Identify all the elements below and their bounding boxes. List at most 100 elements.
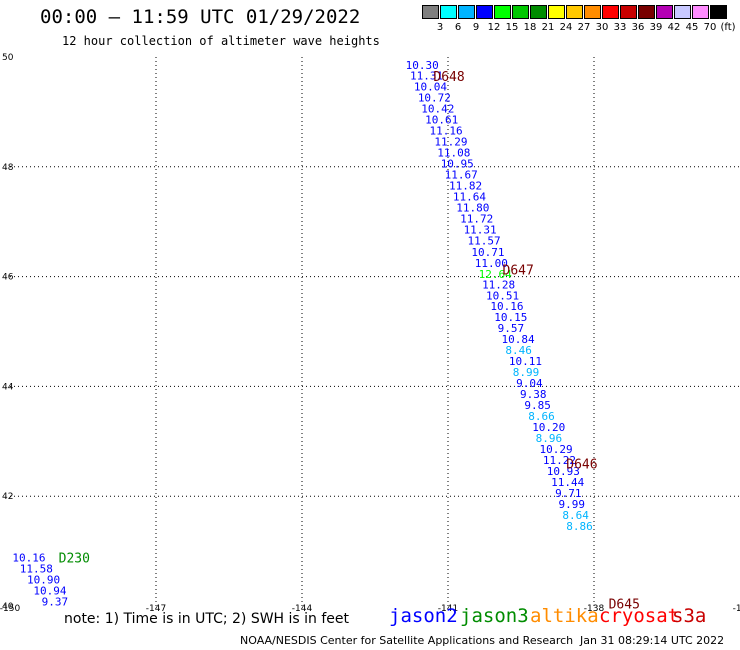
colorbar-label: 9 [472,22,480,33]
wave-height-value: 10.20 [532,421,565,434]
colorbar-label: 27 [577,22,591,33]
colorbar-swatch [710,5,727,19]
satellite-legend-jason3: jason3 [460,605,529,627]
wave-height-value: 9.85 [524,399,551,412]
colorbar-label: 24 [559,22,573,33]
colorbar-label: 36 [631,22,645,33]
wave-height-value: 10.42 [421,103,454,116]
wave-height-value: 12.64 [479,268,512,281]
pass-label: D645 [609,597,640,612]
colorbar-swatch [620,5,637,19]
colorbar-swatch [440,5,457,19]
lon-tick-label: -13 [733,604,740,614]
wave-height-value: 9.57 [498,322,525,335]
lon-tick-label: -144 [292,604,313,614]
lat-tick-label: 50 [2,53,14,63]
lon-tick-label: -141 [438,604,458,614]
wave-height-value: 11.08 [437,147,470,160]
colorbar-swatch [512,5,529,19]
wave-height-value: 10.95 [441,158,474,171]
wave-height-value: 10.30 [406,59,439,72]
footer-credit: NOAA/NESDIS Center for Satellite Applica… [240,634,574,647]
satellite-legend-altika: altika [530,605,599,627]
colorbar-swatch [422,5,439,19]
wave-height-value: 11.16 [430,125,463,138]
lat-tick-label: 40 [2,602,14,612]
wave-height-value: 10.29 [539,443,572,456]
wave-height-observations: 10.3011.3110.0410.7210.4210.6111.1611.29… [12,59,592,608]
wave-height-value: 9.37 [42,596,68,609]
wave-height-value: 11.00 [475,257,508,270]
pass-labels: D648 D647 D646 D645 D230 [59,70,640,612]
colorbar-label: 3 [436,22,444,33]
lon-tick-label: -138 [584,604,605,614]
wave-height-value: 11.22 [543,454,576,467]
lon-tick-label: -147 [146,604,166,614]
colorbar-label: 33 [613,22,627,33]
colorbar-swatch [530,5,547,19]
wave-height-value: 11.58 [20,563,53,576]
wave-height-value: 10.84 [502,333,535,346]
colorbar-swatch [674,5,691,19]
colorbar-swatch [458,5,475,19]
pass-label: D647 [503,263,534,278]
wave-height-value: 10.16 [490,300,523,313]
colorbar-label: 42 [667,22,681,33]
colorbar-label: 30 [595,22,609,33]
wave-height-value: 8.46 [505,344,531,357]
footer-timestamp: Jan 31 08:29:14 UTC 2022 [580,634,725,647]
satellite-legend-cryosat: cryosat [599,605,680,627]
colorbar-label: 18 [523,22,537,33]
footer-note: note: 1) Time is in UTC; 2) SWH is in fe… [64,611,350,627]
colorbar-swatch [494,5,511,19]
colorbar-swatch [584,5,601,19]
wave-height-value: 10.90 [27,574,60,587]
wave-height-value: 11.67 [445,168,478,181]
colorbar-swatch [476,5,493,19]
wave-height-value: 10.51 [486,289,519,302]
wave-height-value: 11.64 [453,190,486,203]
pass-label: D646 [566,457,597,472]
pass-label: D648 [433,70,464,85]
wave-height-value: 10.72 [418,92,451,105]
colorbar-swatch [656,5,673,19]
colorbar-label: (ft) [720,22,736,33]
wave-height-value: 11.57 [467,234,500,247]
wave-height-value: 11.29 [434,136,467,149]
wave-height-value: 9.71 [555,487,582,500]
map-subtitle: 12 hour collection of altimeter wave hei… [62,34,380,48]
map-tick-labels: -150 -147 -144 -141 -138 -13 50 48 46 44 42 40 [0,53,740,614]
satellite-legend-jason2: jason2 [389,605,458,627]
wave-height-value: 11.44 [551,476,584,489]
colorbar-swatch [566,5,583,19]
wave-height-value: 8.66 [528,410,555,423]
wave-height-value: 10.61 [425,114,458,127]
wave-height-value: 9.99 [558,498,585,511]
wave-height-value: 10.04 [414,81,447,94]
colorbar-swatch [548,5,565,19]
wave-height-value: 8.64 [562,509,589,522]
wave-height-value: 10.93 [547,465,580,478]
wave-height-value: 11.28 [482,278,515,291]
wave-height-value: 10.94 [33,585,66,598]
colorbar-swatch [638,5,655,19]
colorbar-swatch [692,5,709,19]
wave-height-value: 11.31 [410,70,443,83]
wave-height-value: 10.15 [494,311,527,324]
wave-height-value: 9.04 [516,377,543,390]
map-title: 00:00 — 11:59 UTC 01/29/2022 [40,6,361,28]
wave-height-value: 8.99 [513,366,540,379]
pass-label: D230 [59,552,90,567]
satellite-legend-s3a: s3a [672,605,707,627]
wave-height-value: 11.31 [464,223,497,236]
wave-height-value: 8.96 [536,432,563,445]
wave-height-value: 11.80 [456,201,489,214]
colorbar-label: 21 [541,22,555,33]
colorbar-swatch [602,5,619,19]
wave-height-value: 8.86 [566,520,593,533]
wave-height-value: 9.38 [520,388,547,401]
lon-tick-label: -150 [0,604,20,614]
wave-height-value: 11.72 [460,212,493,225]
wave-height-value: 11.82 [449,179,482,192]
colorbar-label: 45 [685,22,699,33]
